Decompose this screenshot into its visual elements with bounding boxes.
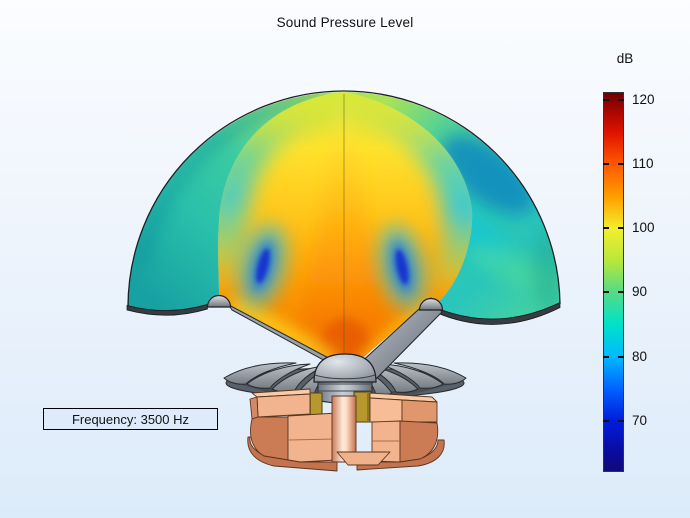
tick-mark bbox=[618, 99, 624, 101]
dome-outline bbox=[127, 90, 561, 308]
colorbar bbox=[603, 92, 624, 472]
tick-label: 120 bbox=[632, 92, 655, 108]
tick-mark bbox=[603, 227, 609, 229]
tick-mark bbox=[603, 99, 609, 101]
tick-mark bbox=[618, 227, 624, 229]
tick-mark bbox=[603, 163, 609, 165]
dome-interior-slice bbox=[218, 92, 473, 367]
tick-mark bbox=[618, 291, 624, 293]
dome-exterior-left bbox=[128, 92, 344, 312]
tick-label: 80 bbox=[632, 349, 648, 365]
tick-label: 100 bbox=[632, 220, 655, 236]
tick-mark bbox=[603, 356, 609, 358]
plot-title: Sound Pressure Level bbox=[276, 15, 414, 30]
surround-right bbox=[418, 297, 444, 311]
colorbar-unit-label: dB bbox=[616, 51, 634, 66]
tick-mark bbox=[618, 420, 624, 422]
pressure-null-left bbox=[237, 222, 289, 310]
frequency-annotation-text: Frequency: 3500 Hz bbox=[71, 411, 190, 427]
surround-left bbox=[206, 294, 232, 308]
dome-rim-left bbox=[126, 304, 208, 316]
spl-dome bbox=[126, 90, 561, 367]
frequency-annotation: Frequency: 3500 Hz bbox=[43, 408, 218, 430]
tick-mark bbox=[618, 356, 624, 358]
tick-mark bbox=[603, 291, 609, 293]
tick-mark bbox=[603, 420, 609, 422]
tick-label: 110 bbox=[632, 156, 654, 172]
tick-mark bbox=[618, 163, 624, 165]
tick-label: 90 bbox=[632, 284, 648, 300]
loudspeaker-driver bbox=[206, 294, 467, 472]
dome-rim-right bbox=[433, 301, 561, 325]
pressure-null-right bbox=[376, 223, 428, 311]
magnet-assembly bbox=[247, 388, 445, 472]
dust-cap bbox=[313, 353, 377, 383]
tick-label: 70 bbox=[632, 413, 648, 429]
